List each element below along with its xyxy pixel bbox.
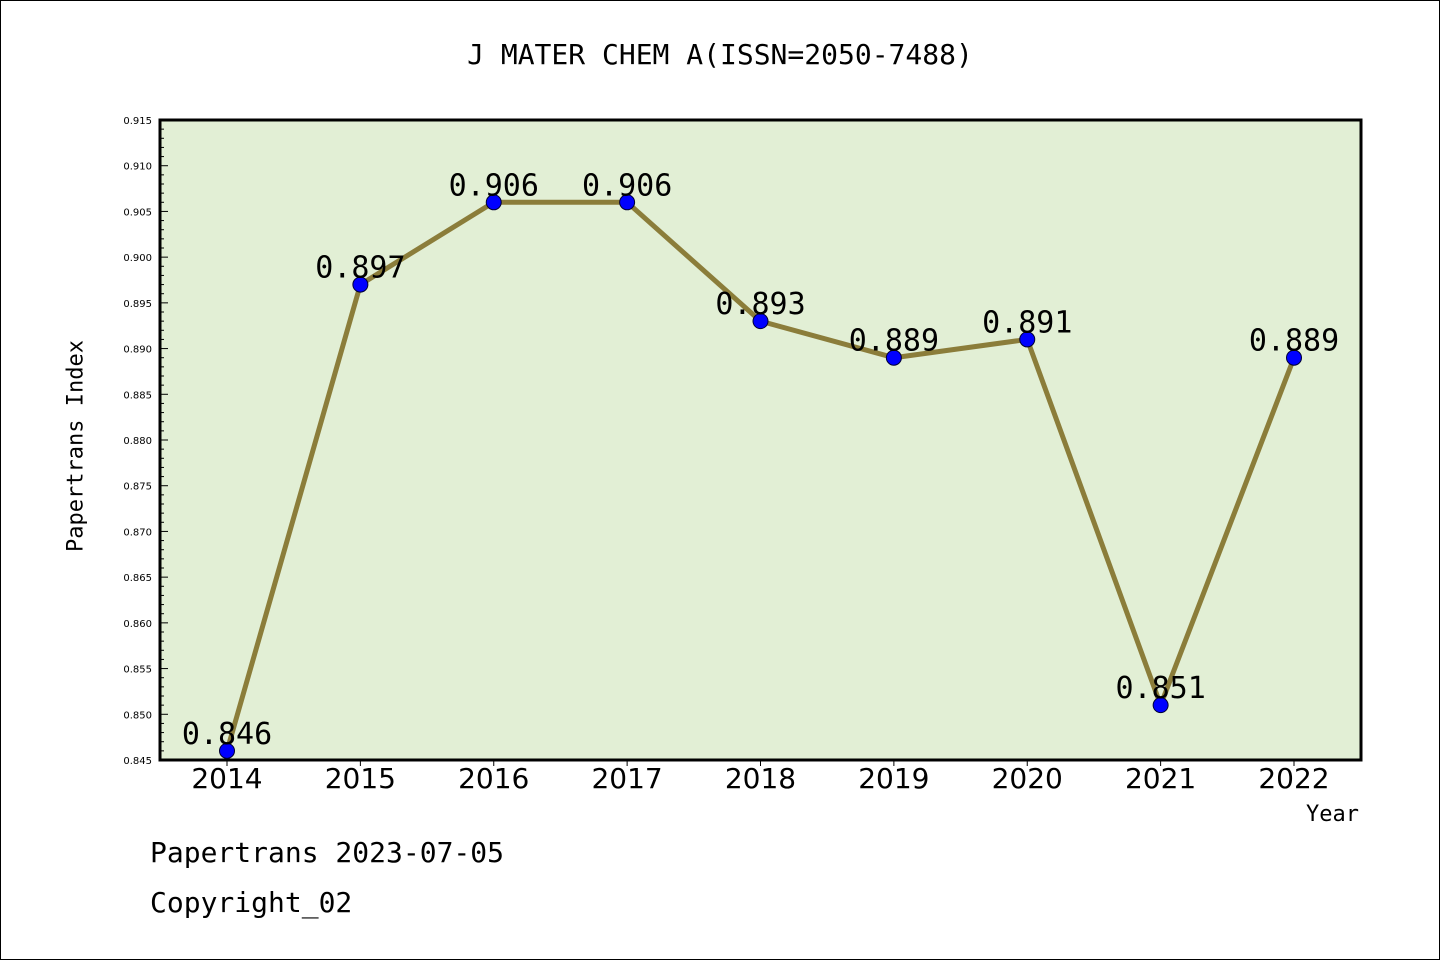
x-tick-label: 2014 [191,762,262,795]
x-axis-label: Year [1306,802,1359,827]
data-point [352,276,369,293]
data-label: 0.893 [715,287,805,322]
data-label: 0.906 [582,168,672,203]
x-tick-label: 2020 [992,762,1063,795]
data-label: 0.851 [1115,671,1205,706]
data-label: 0.897 [315,251,405,286]
data-label: 0.889 [849,324,939,359]
y-tick-label: 0.875 [123,482,152,493]
x-axis: 2014 2015 2016 2017 2018 2019 2020 2021 2022 [191,760,1330,795]
footer-copyright: Copyright_02 [150,886,353,919]
y-tick-label: 0.885 [123,390,152,401]
x-tick-label: 2015 [325,762,396,795]
y-tick-label: 0.845 [123,756,152,767]
y-tick-label: 0.895 [123,299,152,310]
data-point [885,349,902,366]
footer-date: Papertrans 2023-07-05 [150,836,505,869]
x-tick-label: 2018 [725,762,796,795]
data-point [219,742,235,759]
y-tick-label: 0.915 [123,116,152,127]
y-tick-label: 0.850 [123,710,152,721]
data-point [619,194,636,211]
x-tick-label: 2021 [1125,762,1196,795]
data-label-group: 0.846 0.897 0.906 0.906 0.893 0.889 0.891 0.851… [182,168,1339,752]
data-point [1286,349,1302,366]
y-axis: 0.845 0.850 0.855 0.860 0.865 0.870 0.875 0.880… [123,116,168,767]
y-tick-label: 0.905 [123,207,152,218]
data-point [485,194,502,211]
data-point [1019,331,1036,348]
data-label: 0.906 [449,168,539,203]
x-tick-label: 2019 [858,762,929,795]
x-tick-label: 2022 [1258,762,1329,795]
plot-area [158,118,1363,762]
y-tick-label: 0.860 [123,619,152,630]
x-tick-label: 2017 [591,762,662,795]
data-label: 0.889 [1249,324,1339,359]
chart-title: J MATER CHEM A(ISSN=2050-7488) [467,38,973,71]
y-tick-label: 0.890 [123,345,152,356]
y-tick-label: 0.855 [123,665,152,676]
series-marker-group [219,194,1302,759]
data-point [1152,697,1169,714]
data-point [752,313,769,330]
y-tick-label: 0.900 [123,253,152,264]
data-label: 0.846 [182,717,272,752]
x-tick-label: 2016 [458,762,529,795]
y-tick-label: 0.880 [123,436,152,447]
data-label: 0.891 [982,305,1072,340]
y-tick-label: 0.870 [123,527,152,538]
y-tick-label: 0.910 [123,162,152,173]
y-tick-label: 0.865 [123,573,152,584]
